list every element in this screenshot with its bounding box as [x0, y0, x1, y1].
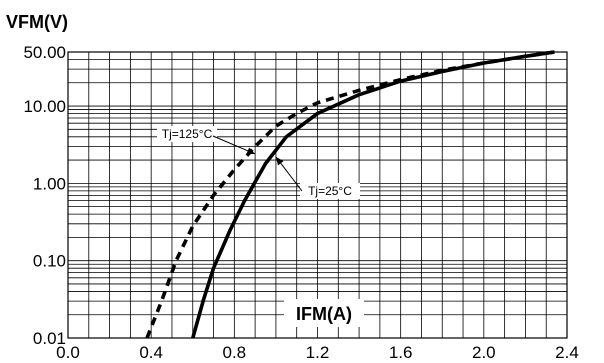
tick-labels: 0.0 0.4 0.8 1.2 1.6 2.0 2.4 0.01 0.10 1.00 10.00 50… — [23, 43, 578, 362]
plot-border — [67, 51, 568, 339]
x-tick-label: 0.0 — [56, 343, 80, 362]
y-tick-label: 50.00 — [23, 43, 66, 62]
annotations: Tj=125°C Tj=25°C — [157, 126, 360, 199]
callout-arrowhead — [246, 147, 256, 155]
callout-arrowhead — [275, 156, 284, 166]
y-tick-label: 0.01 — [33, 329, 66, 348]
x-tick-label: 2.0 — [472, 343, 496, 362]
series-line-tj-125 — [145, 50, 555, 339]
y-axis-title: VFM(V) — [6, 12, 68, 32]
y-tick-label: 10.00 — [23, 97, 66, 116]
y-tick-label: 1.00 — [33, 174, 66, 193]
x-axis-title-box — [284, 299, 364, 327]
x-tick-label: 1.6 — [389, 343, 413, 362]
callout-label: Tj=25°C — [308, 184, 352, 198]
callout-box — [157, 126, 217, 142]
x-tick-label: 0.8 — [223, 343, 247, 362]
x-tick-label: 1.2 — [306, 343, 330, 362]
callout-label: Tj=125°C — [162, 127, 213, 141]
series-layer — [145, 50, 555, 339]
x-axis-title: IFM(A) — [296, 304, 352, 324]
x-tick-label: 0.4 — [139, 343, 163, 362]
x-tick-label: 2.4 — [555, 343, 579, 362]
callout-box — [300, 183, 360, 199]
y-tick-label: 0.10 — [33, 252, 66, 271]
